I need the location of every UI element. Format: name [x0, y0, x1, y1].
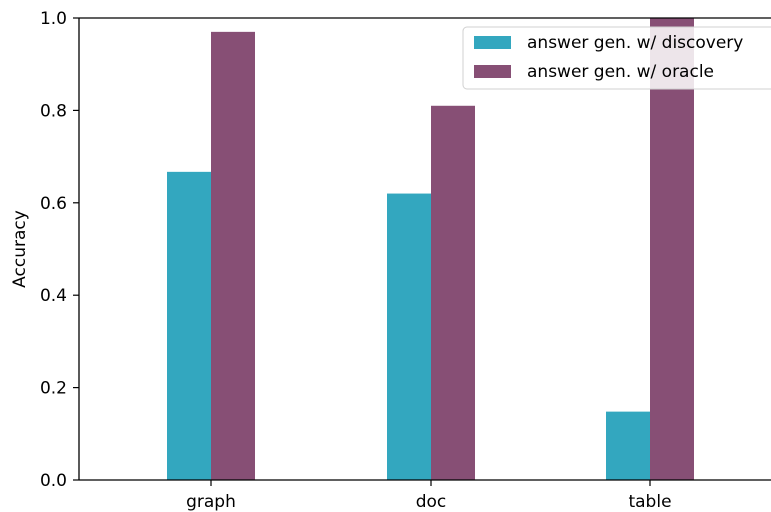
legend: answer gen. w/ discovery answer gen. w/ …: [462, 26, 771, 90]
y-tick-label: 0.4: [40, 286, 67, 306]
y-tick-label: 0.0: [40, 471, 67, 491]
y-tick-label: 0.2: [40, 379, 67, 399]
bar-table-discovery: [606, 411, 650, 480]
legend-label-discovery: answer gen. w/ discovery: [527, 33, 743, 53]
y-axis-label: Accuracy: [10, 210, 30, 288]
bar-table-oracle: [650, 18, 694, 480]
y-tick-label: 0.6: [40, 194, 67, 214]
bar-doc-discovery: [387, 193, 431, 480]
bar-graph-discovery: [167, 171, 211, 480]
legend-swatch-oracle: [474, 65, 511, 78]
x-tick-label-graph: graph: [186, 492, 236, 512]
axes: [78, 17, 771, 481]
x-ticks: graph doc table: [186, 480, 672, 512]
y-tick-label: 0.8: [40, 101, 67, 121]
bar-doc-oracle: [431, 105, 475, 480]
legend-label-oracle: answer gen. w/ oracle: [527, 62, 714, 82]
x-tick-label-doc: doc: [416, 492, 447, 512]
y-tick-label: 1.0: [40, 9, 67, 29]
legend-swatch-discovery: [474, 36, 511, 49]
bars-layer: [167, 18, 694, 481]
bar-graph-oracle: [211, 31, 255, 481]
y-ticks: 0.0 0.2 0.4 0.6 0.8 1.0: [40, 9, 79, 491]
legend-box: [462, 26, 771, 90]
x-tick-label-table: table: [628, 492, 671, 512]
